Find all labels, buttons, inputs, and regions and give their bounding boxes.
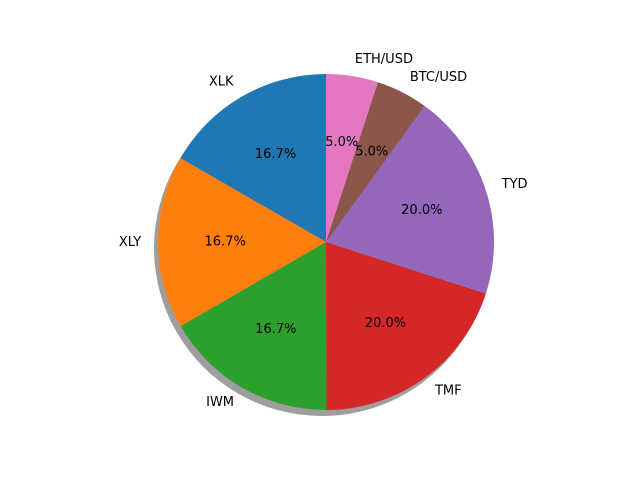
- pie-labels: XLK 16.7% XLY 16.7% IWM 16.7% TMF 20.0% TYD 20.0%…: [119, 52, 528, 410]
- slice-label-tyd: TYD: [501, 177, 528, 192]
- slice-xlk: [180, 74, 326, 242]
- slice-iwm: [180, 242, 327, 410]
- slice-tyd: [326, 106, 494, 294]
- slice-pct-label-tmf: 20.0%: [365, 316, 406, 331]
- slice-pct-label-tyd: 20.0%: [401, 203, 442, 218]
- slice-btc-usd: [326, 82, 425, 242]
- slice-label-iwm: IWM: [206, 395, 234, 410]
- slice-pct-label-eth-usd: 5.0%: [325, 135, 358, 150]
- slice-pct-label-xly: 16.7%: [205, 235, 246, 250]
- slice-pct-label-iwm: 16.7%: [255, 322, 296, 337]
- slice-pct-label-xlk: 16.7%: [255, 147, 296, 162]
- slice-label-tmf: TMF: [434, 384, 462, 399]
- slice-pct-label-btc-usd: 5.0%: [355, 145, 388, 160]
- slice-label-eth-usd: ETH/USD: [355, 52, 413, 67]
- slice-label-btc-usd: BTC/USD: [410, 70, 467, 85]
- slice-xly: [157, 158, 326, 327]
- slice-label-xly: XLY: [119, 235, 141, 250]
- slice-eth-usd: [326, 74, 378, 242]
- pie-slices: [157, 74, 494, 410]
- slice-label-xlk: XLK: [209, 75, 234, 90]
- slice-tmf: [326, 242, 486, 410]
